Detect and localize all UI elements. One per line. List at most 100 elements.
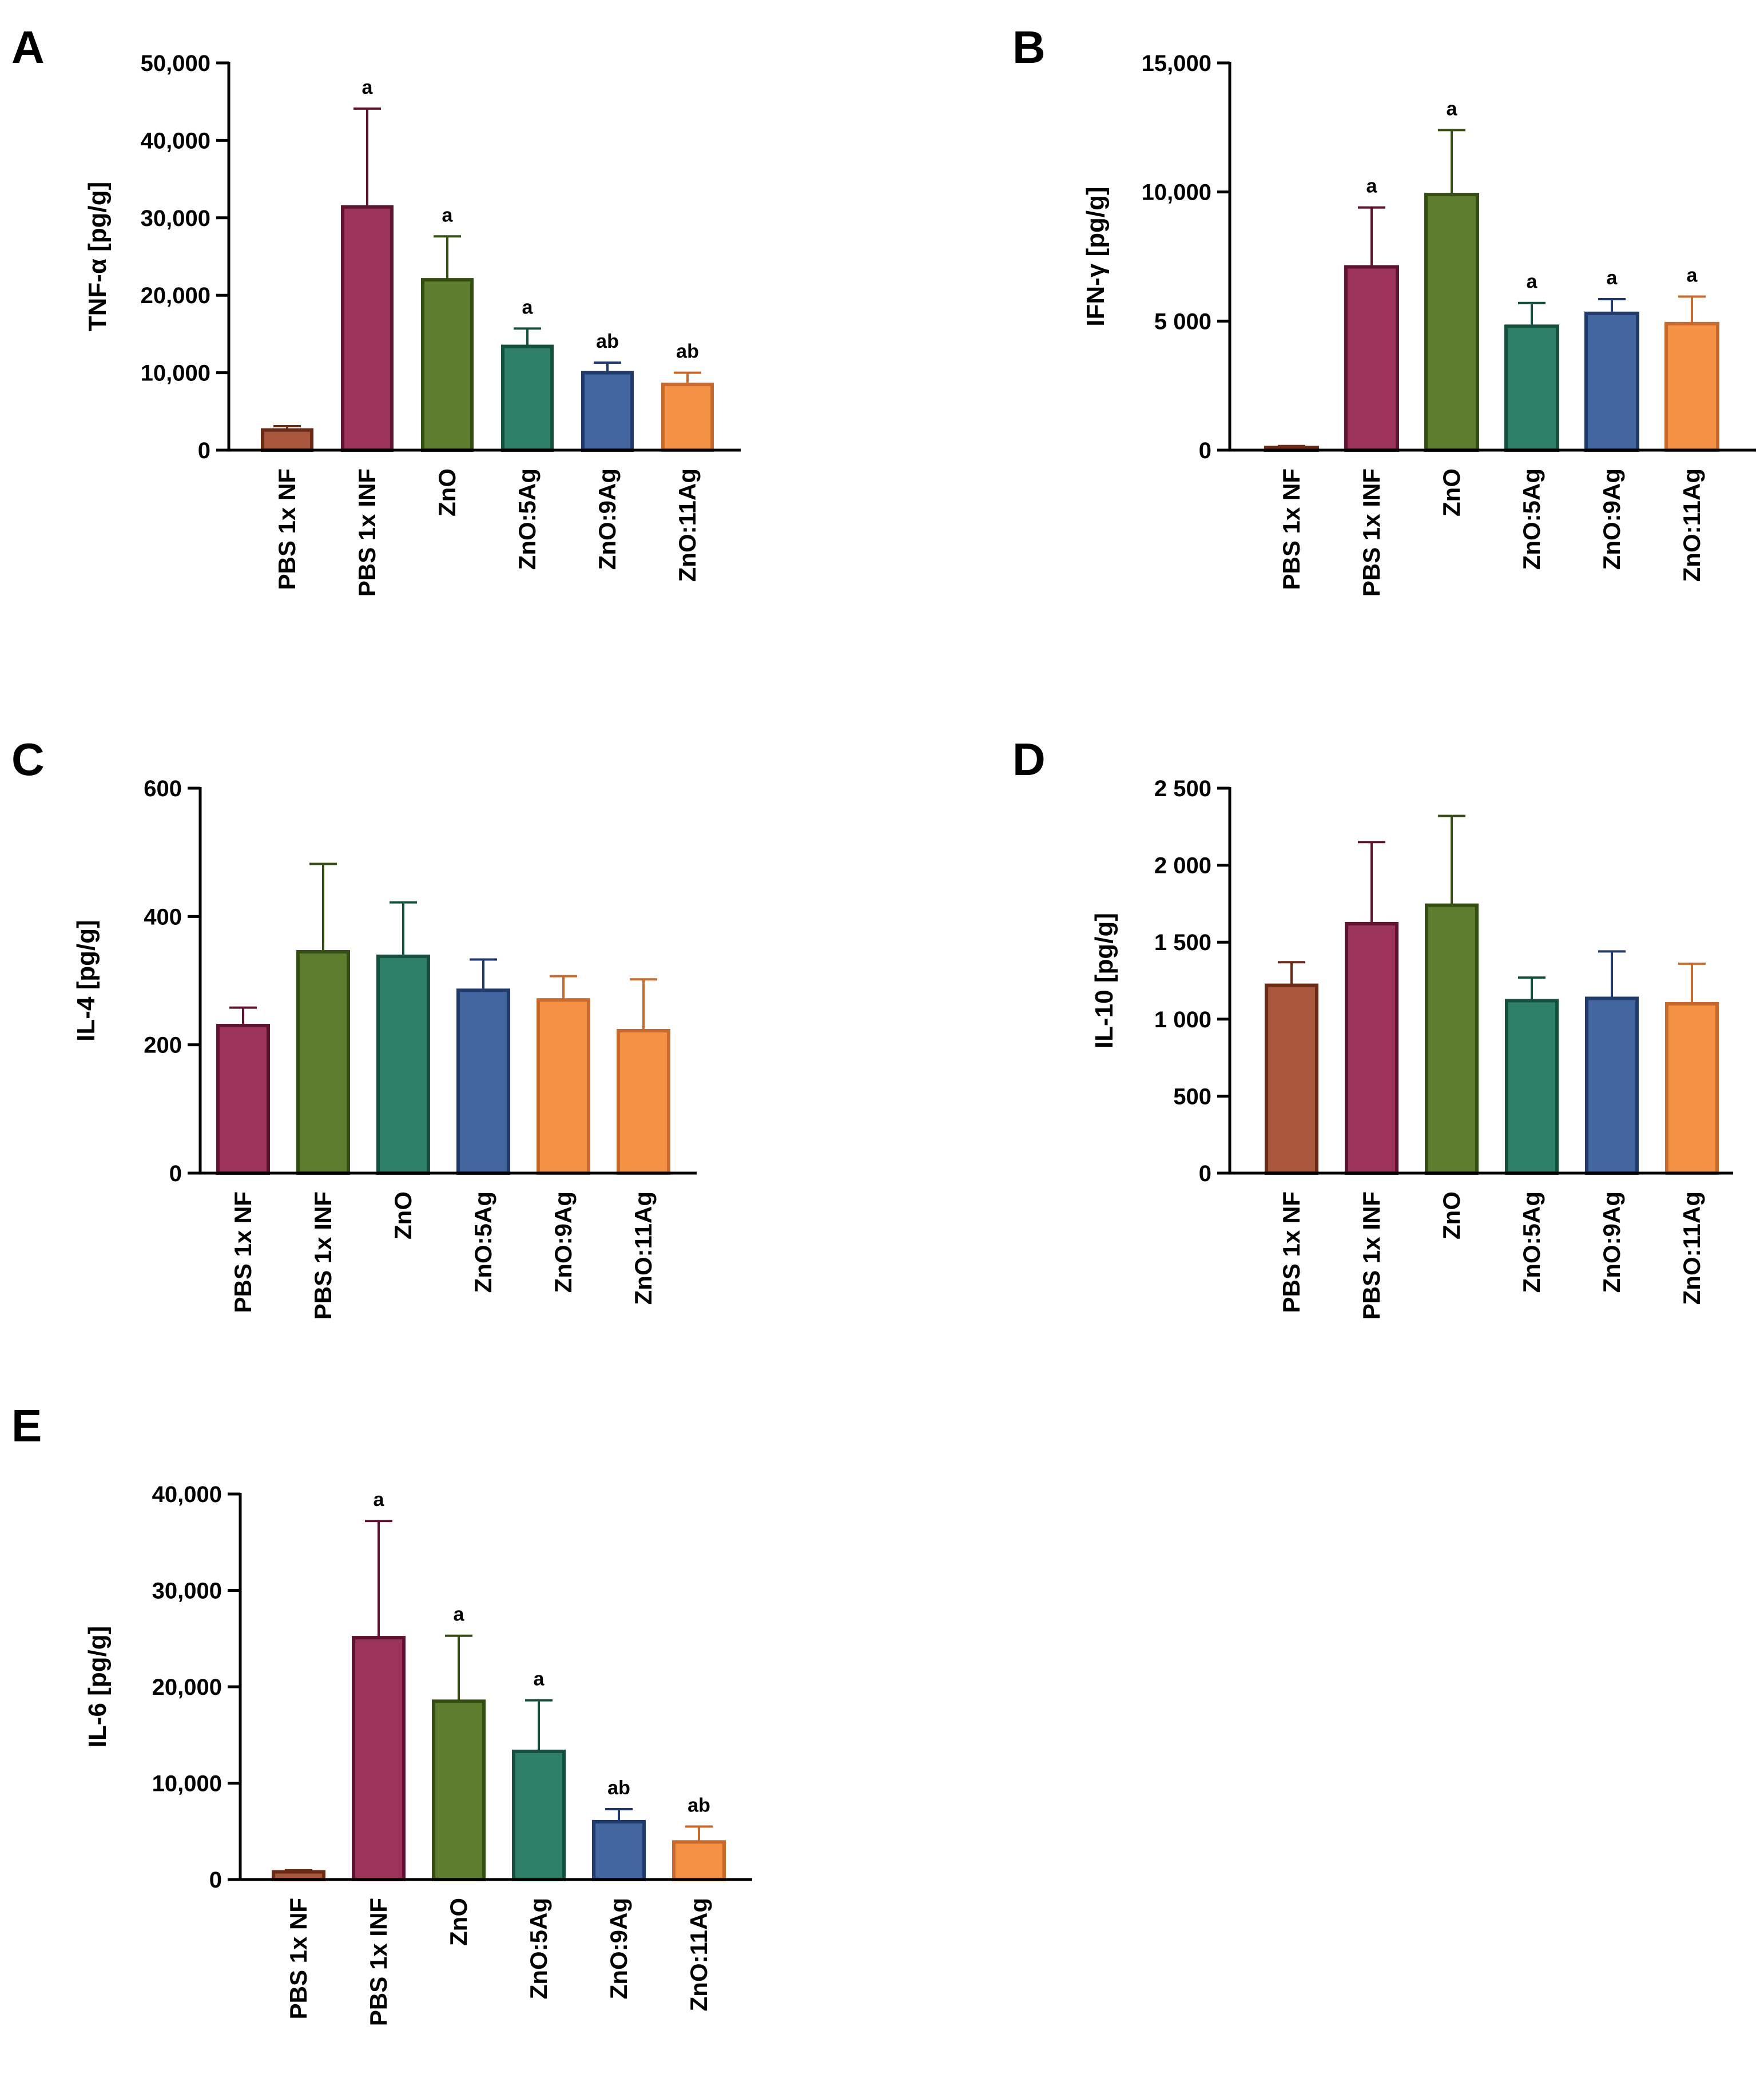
bar [1584,311,1639,452]
category-label: ZnO:5Ag [1518,1191,1545,1293]
category-label: ZnO:11Ag [674,468,701,582]
bar [1424,193,1479,452]
bar [216,1024,270,1175]
y-axis-title: TNF-α [pg/g] [84,182,112,332]
significance-label: a [374,1489,385,1511]
category-label: ZnO:11Ag [1678,1191,1705,1305]
panel-letter: B [1012,22,1046,73]
category-label: ZnO [434,468,460,516]
y-axis-title: IFN-γ [pg/g] [1082,186,1110,326]
y-tick-label: 600 [144,776,182,801]
y-tick-label: 1 500 [1154,930,1211,955]
y-tick-label: 5 000 [1154,309,1211,334]
category-label: ZnO:11Ag [685,1898,712,2011]
y-tick-label: 0 [1199,1161,1211,1186]
bar [432,1699,486,1881]
bar [1265,983,1318,1175]
category-label: PBS 1x NF [229,1191,256,1313]
category-label: PBS 1x NF [1278,468,1305,590]
panel-letter: E [11,1400,42,1451]
y-tick-label: 0 [209,1868,222,1893]
y-tick-label: 0 [198,438,210,463]
bar [592,1819,646,1881]
bar [1665,1002,1719,1175]
category-label: ZnO [390,1191,416,1239]
y-tick-label: 500 [1173,1084,1211,1109]
panel-e: E IL-6 [pg/g] PBS 1x NF a PBS 1x INF a ZnO a ZnO… [11,1400,752,2026]
y-tick-label: 10,000 [141,361,210,386]
category-label: ZnO:5Ag [514,468,541,570]
y-tick-label: 20,000 [152,1675,222,1700]
significance-label: a [442,204,454,226]
bar [296,950,350,1175]
y-axis-title: IL-6 [pg/g] [84,1626,112,1748]
category-label: PBS 1x NF [1278,1191,1305,1313]
y-tick-label: 1 000 [1154,1007,1211,1032]
bar [537,998,590,1175]
category-label: ZnO:5Ag [470,1191,496,1293]
y-tick-label: 10,000 [1142,180,1211,205]
significance-label: a [1607,267,1618,289]
category-label: PBS 1x INF [353,468,380,597]
significance-label: a [454,1604,465,1626]
category-label: ZnO:9Ag [1598,468,1625,570]
panel-letter: C [11,734,45,785]
category-label: ZnO [1438,1191,1465,1239]
bar [661,382,714,452]
bar [1505,999,1559,1175]
panel-letter: A [11,22,45,73]
bar [501,344,554,452]
category-label: ZnO:9Ag [1598,1191,1625,1293]
bar [672,1840,726,1881]
y-axis-title: IL-10 [pg/g] [1090,913,1118,1048]
significance-label: a [534,1668,545,1690]
bar [1585,996,1639,1175]
panel-letter: D [1012,734,1046,785]
bar [456,988,510,1175]
category-label: ZnO:5Ag [1518,468,1545,570]
category-label: PBS 1x NF [273,468,300,590]
y-tick-label: 2 500 [1154,776,1211,801]
bar [512,1749,566,1882]
category-label: PBS 1x INF [365,1898,392,2026]
bar [261,428,313,452]
y-tick-label: 400 [144,904,182,929]
category-label: ZnO:11Ag [1678,468,1705,582]
category-label: PBS 1x INF [309,1191,336,1320]
panel-d: D IL-10 [pg/g] PBS 1x NF PBS 1x INF ZnO ZnO:5… [1012,734,1733,1320]
y-tick-label: 30,000 [152,1579,222,1604]
panel-c: C IL-4 [pg/g] PBS 1x NF PBS 1x INF ZnO ZnO:5A… [11,734,697,1320]
significance-label: a [362,77,374,98]
significance-label: a [1447,98,1458,120]
y-axis-title: IL-4 [pg/g] [72,920,100,1042]
y-tick-label: 20,000 [141,283,210,308]
bar [1504,324,1559,452]
bar [581,371,634,452]
bar [617,1028,670,1175]
y-tick-label: 50,000 [141,51,210,76]
bar [1344,265,1399,452]
significance-label: ab [596,331,619,352]
bar [341,205,394,452]
bar [1425,903,1479,1175]
panel-b: B IFN-γ [pg/g] PBS 1x NF a PBS 1x INF a ZnO a Zn… [1012,22,1756,597]
panel-a: A TNF-α [pg/g] PBS 1x NF a PBS 1x INF a ZnO a Zn… [11,22,741,597]
y-tick-label: 10,000 [152,1771,222,1797]
bar [1345,921,1399,1175]
bar [421,278,474,452]
significance-label: ab [688,1794,710,1816]
category-label: ZnO:5Ag [525,1898,552,1999]
category-label: ZnO:11Ag [630,1191,657,1305]
significance-label: a [1687,264,1698,286]
category-label: ZnO [445,1898,472,1946]
y-tick-label: 30,000 [141,206,210,231]
category-label: PBS 1x INF [1358,468,1385,597]
category-label: ZnO [1438,468,1465,516]
y-tick-label: 0 [1199,438,1211,463]
y-tick-label: 40,000 [152,1482,222,1507]
significance-label: ab [607,1777,630,1799]
bar [352,1636,406,1881]
category-label: PBS 1x INF [1358,1191,1385,1320]
category-label: ZnO:9Ag [605,1898,632,1999]
